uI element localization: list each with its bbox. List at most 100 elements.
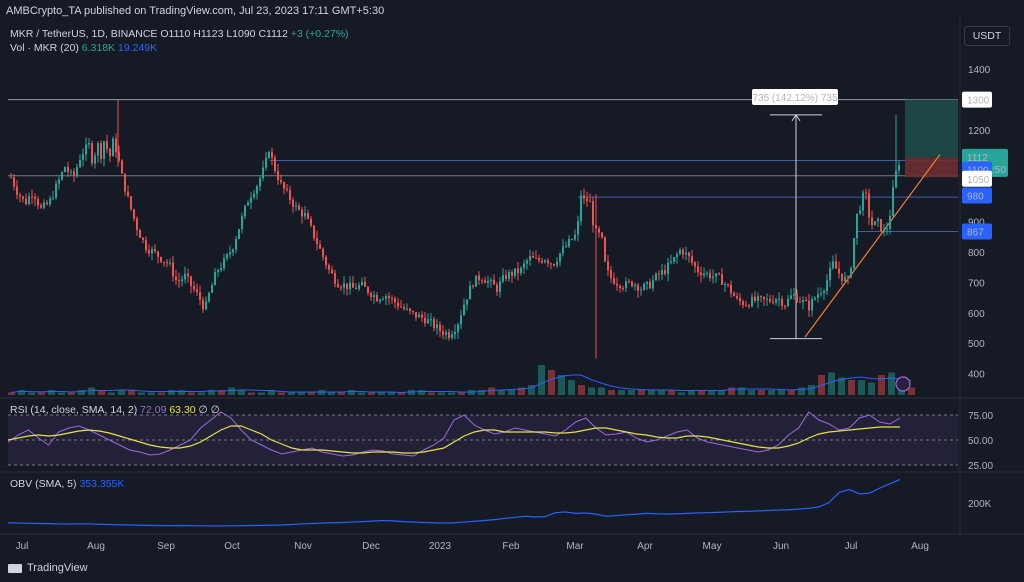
volume-bar (98, 390, 105, 395)
candle-body (403, 307, 405, 310)
symbol-pair[interactable]: MKR / TetherUS, 1D, BINANCE (10, 28, 158, 40)
candle-body (103, 141, 105, 159)
volume-bar (588, 387, 595, 395)
candle-body (493, 279, 495, 285)
time-tick-Apr: Apr (637, 541, 653, 552)
volume-bar (78, 390, 85, 395)
measure-arrow-head (791, 113, 801, 122)
footer-brand[interactable]: TradingView (8, 562, 88, 574)
candle-body (844, 276, 846, 281)
candle-body (52, 197, 54, 199)
candle-body (541, 260, 543, 263)
candle-body (298, 205, 300, 210)
candle-body (352, 282, 354, 288)
candle-body (169, 262, 171, 264)
candle-body (436, 324, 438, 329)
candle-body (685, 252, 687, 255)
time-tick-Feb: Feb (502, 541, 520, 552)
candle-body (466, 299, 468, 305)
candle-body (883, 229, 885, 232)
candle-body (334, 273, 336, 284)
volume-bar (488, 387, 495, 395)
candle-body (214, 272, 216, 286)
candle-body (91, 143, 93, 164)
candle-body (430, 319, 432, 321)
candle-body (28, 196, 30, 205)
candle-body (706, 272, 708, 274)
candle-body (691, 256, 693, 263)
price-tick-500: 500 (968, 339, 985, 350)
candle-body (865, 192, 867, 194)
candle-body (394, 298, 396, 303)
candle-body (766, 298, 768, 300)
volume-bar (328, 392, 335, 395)
candle-body (796, 294, 798, 302)
volume-bar (628, 390, 635, 395)
candle-body (679, 249, 681, 255)
candle-body (355, 287, 357, 290)
candle-body (133, 209, 135, 219)
candle-body (265, 157, 267, 168)
candle-body (625, 281, 627, 289)
volume-bar (458, 392, 465, 395)
candle-body (772, 301, 774, 303)
candle-body (880, 218, 882, 232)
volume-bar (38, 392, 45, 395)
candle-body (847, 276, 849, 278)
volume-bar (708, 390, 715, 395)
candle-body (655, 273, 657, 281)
candle-body (424, 317, 426, 324)
candle-body (385, 296, 387, 299)
candle-body (697, 266, 699, 273)
candle-body (178, 280, 180, 282)
candle-body (322, 248, 324, 257)
volume-bar (558, 375, 565, 395)
volume-bar (368, 392, 375, 395)
candle-body (163, 261, 165, 263)
rsi-label[interactable]: RSI (14, close, SMA, 14, 2) (10, 404, 138, 416)
obv-label[interactable]: OBV (SMA, 5) (10, 478, 77, 490)
candle-body (268, 152, 270, 158)
candle-body (592, 201, 594, 226)
candle-body (760, 296, 762, 298)
volume-bar (138, 392, 145, 395)
candle-body (475, 275, 477, 287)
volume-bar (388, 392, 395, 395)
candle-body (328, 265, 330, 270)
candle-body (82, 154, 84, 160)
candle-body (886, 228, 888, 230)
candle-body (427, 319, 429, 324)
volume-bar (698, 390, 705, 395)
candle-body (586, 198, 588, 202)
candle-body (205, 301, 207, 310)
volume-bar (198, 392, 205, 395)
price-tick-900: 900 (968, 217, 985, 228)
volume-bar (108, 392, 115, 395)
candle-body (136, 218, 138, 230)
candle-body (289, 189, 291, 201)
candle-body (97, 143, 99, 156)
time-tick-May: May (703, 541, 722, 552)
candle-body (187, 273, 189, 277)
candle-body (646, 281, 648, 284)
volume-label[interactable]: Vol · MKR (20) (10, 42, 79, 54)
candle-body (640, 289, 642, 291)
volume-bar (68, 392, 75, 395)
candle-body (604, 237, 606, 262)
ohlc-values: O1110 H1123 L1090 C1112 (160, 28, 288, 40)
volume-bar (788, 390, 795, 395)
candle-body (199, 292, 201, 300)
volume-bar (338, 392, 345, 395)
candle-body (727, 284, 729, 286)
obv-line (7, 478, 901, 527)
tradingview-logo-icon (8, 563, 22, 573)
publish-header: AMBCrypto_TA published on TradingView.co… (6, 5, 385, 17)
candle-body (892, 187, 894, 217)
candle-body (850, 267, 852, 278)
volume-bar (178, 390, 185, 395)
currency-button[interactable]: USDT (964, 26, 1010, 46)
obv-value: 353.355K (79, 478, 125, 490)
candle-body (247, 202, 249, 206)
candle-body (823, 290, 825, 294)
